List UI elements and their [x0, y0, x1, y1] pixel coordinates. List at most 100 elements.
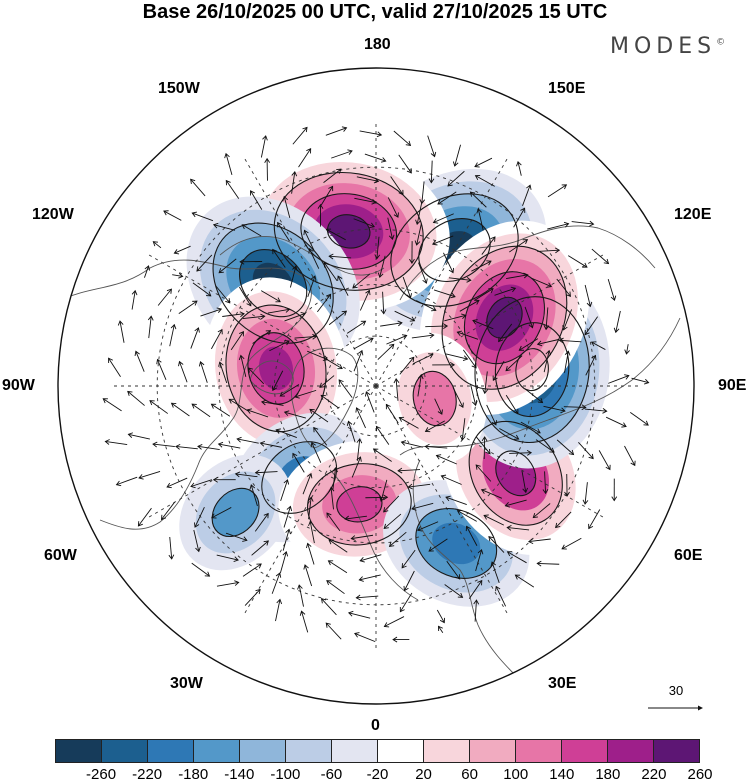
wind-vector-head [458, 402, 464, 408]
wind-vector [631, 377, 649, 384]
wind-vector [454, 144, 462, 167]
wind-vector [260, 135, 267, 158]
wind-vector [213, 224, 236, 231]
wind-vector-head [546, 282, 553, 288]
wind-vector-head [325, 228, 332, 234]
wind-vector-head [228, 398, 234, 404]
wind-vector [380, 479, 388, 502]
lon-label-120w: 120W [32, 206, 74, 223]
wind-vector [228, 398, 249, 412]
wind-vector-head [605, 464, 611, 471]
wind-vector [412, 353, 434, 365]
wind-vector-head [291, 171, 298, 177]
wind-vector-head [369, 222, 375, 228]
wind-vector-head [138, 474, 144, 480]
wind-vector-head [383, 622, 390, 628]
wind-vector-head [173, 249, 180, 255]
wind-vector-head [400, 440, 407, 446]
wind-vector-head [308, 520, 314, 527]
wind-vector-head [409, 258, 415, 264]
wind-vector-head [380, 309, 387, 315]
wind-vector [323, 262, 338, 281]
wind-vector [563, 406, 586, 408]
wind-vector-head [564, 350, 571, 356]
wind-vector [547, 223, 569, 230]
wind-vector-head [246, 301, 252, 307]
wind-vector [387, 197, 399, 218]
wind-vector-head [275, 297, 281, 303]
wind-vector-head [178, 360, 184, 367]
wind-vector-head [428, 353, 434, 359]
wind-vector [308, 497, 312, 520]
wind-vector [434, 398, 443, 415]
colorbar-swatch [332, 740, 378, 762]
wind-vector-head [236, 436, 242, 443]
wind-vector-head [522, 487, 528, 494]
wind-vector [247, 409, 269, 418]
wind-vector [348, 612, 371, 619]
wind-vector [172, 274, 183, 277]
wind-vector [380, 322, 403, 327]
anomaly-contour [261, 441, 338, 514]
lon-label-180: 180 [364, 36, 391, 53]
wind-vector-head [197, 444, 203, 450]
wind-vector-head [166, 482, 172, 489]
wind-vector [272, 249, 286, 268]
wind-vector-head [336, 168, 342, 174]
wind-vector [292, 127, 308, 145]
wind-vector-head [354, 632, 360, 638]
wind-vector-head [239, 258, 245, 265]
wind-vector-head [388, 541, 395, 547]
wind-vector-head [584, 329, 590, 336]
colorbar-tick-label: -220 [132, 766, 163, 783]
wind-vector-head [144, 265, 151, 271]
wind-vector [244, 589, 261, 606]
wind-vector [425, 325, 448, 328]
wind-vector [135, 351, 145, 372]
wind-vector-head [406, 168, 412, 174]
wind-vector [359, 130, 382, 136]
wind-vector [564, 351, 569, 373]
wind-vector [376, 426, 390, 445]
wind-vector [179, 361, 188, 383]
wind-vector [462, 349, 477, 369]
wind-vector [192, 212, 214, 222]
wind-vector-head [325, 622, 331, 628]
wind-vector [291, 171, 296, 194]
anomaly-contour [273, 171, 424, 291]
colorbar-swatch [470, 740, 516, 762]
wind-vector [394, 310, 415, 322]
wind-vector [194, 506, 205, 528]
graticule [110, 120, 642, 652]
wind-vector [225, 153, 233, 175]
wind-vector-head [411, 505, 417, 511]
wind-vector [302, 473, 312, 495]
wind-vector [267, 308, 290, 314]
wind-vector-head [247, 367, 254, 373]
anomaly-contour [300, 193, 398, 270]
wind-vector-head [328, 539, 334, 545]
wind-vector [537, 338, 560, 345]
anomaly-contour [239, 249, 308, 318]
wind-vector-head [624, 374, 630, 380]
wind-vector-head [297, 584, 303, 590]
wind-vector-head [341, 310, 348, 316]
wind-vector [329, 255, 352, 259]
wind-vector [250, 190, 263, 210]
wind-vector [472, 319, 494, 330]
wind-vector-head [310, 441, 316, 448]
wind-vector-head [359, 556, 365, 563]
wind-vector [415, 300, 437, 311]
wind-vector-head [457, 592, 464, 598]
wind-vector-head [152, 241, 159, 247]
wind-vector-head [175, 443, 181, 450]
colorbar-tick-label: 220 [641, 766, 667, 783]
wind-vector [421, 181, 425, 204]
wind-vector-head [392, 636, 398, 643]
wind-vector [532, 503, 551, 518]
wind-vector [331, 150, 353, 159]
wind-vector [144, 265, 149, 278]
wind-vector [320, 186, 333, 206]
wind-vector-head [371, 198, 377, 205]
wind-vector [138, 470, 161, 479]
